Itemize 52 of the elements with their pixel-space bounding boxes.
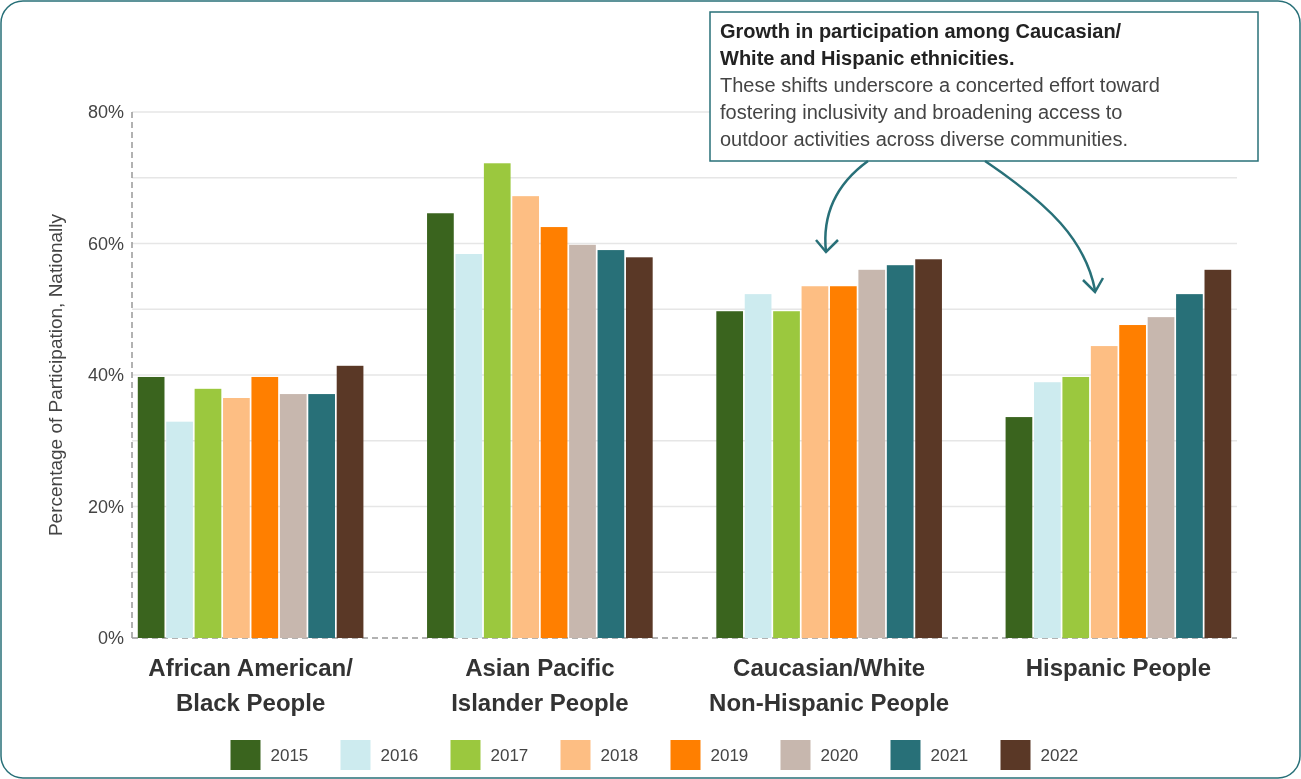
bar [251,376,279,638]
legend-label: 2015 [270,746,309,765]
y-tick-label: 0% [97,628,124,648]
bar [1090,346,1118,638]
bar [1176,294,1203,638]
bar [1147,317,1175,638]
x-tick-label: Caucasian/White Non-Hispanic People [709,654,950,716]
bar [223,398,250,638]
x-tick-label: Asian Pacific Islander People [451,654,629,716]
legend-label: 2019 [710,746,749,765]
bar [540,227,568,638]
legend-label: 2017 [490,746,529,765]
bar [915,259,942,638]
bar [194,388,222,638]
bar [569,244,596,638]
bar [455,254,483,638]
y-axis-title: Percentage of Participation, Nationally [45,213,66,537]
bar [308,394,335,638]
bar [858,269,886,638]
bar [744,294,772,638]
legend-label: 2018 [600,746,639,765]
bar [625,257,653,638]
bar [279,394,307,638]
bar [773,311,800,638]
x-tick-label: Hispanic People [1025,654,1212,681]
y-tick-label: 80% [87,102,124,122]
bar [336,365,364,638]
legend-label: 2020 [820,746,859,765]
bar [597,250,625,638]
annotation: These shifts underscore a concerted effort toward fostering inclusivity and broadening access to outdoor activities across diverse communities. [720,74,1160,150]
y-tick-label: 60% [87,233,124,254]
bar [1204,269,1232,638]
text: Growth in participation among Caucasian/ White and Hispanic ethnicities. [720,20,1122,69]
bar [512,196,540,638]
bar [801,286,829,638]
y-tick-label: 20% [87,496,124,517]
bar [829,286,857,638]
legend-label: 2021 [930,746,969,765]
bar [166,421,193,638]
bar [1119,325,1146,638]
bar [137,376,165,638]
bar [1005,417,1033,638]
bar [483,163,511,638]
bar [716,311,744,638]
bar [427,213,454,638]
bar [1034,382,1061,638]
y-tick-label: 40% [87,365,124,385]
bar [886,265,914,638]
x-tick-label: African American/ Black People [148,654,354,716]
legend-label: 2016 [380,746,419,765]
legend-label: 2022 [1040,746,1079,765]
bar [1062,376,1090,638]
